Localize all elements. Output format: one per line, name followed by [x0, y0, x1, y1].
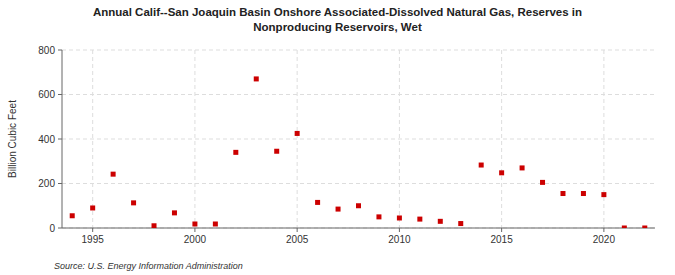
y-tick: [58, 183, 62, 184]
point: [438, 219, 443, 224]
x-tick: [92, 228, 93, 232]
y-tick-label: 200: [38, 178, 55, 189]
y-axis-label: Billion Cubic Feet: [7, 100, 18, 178]
point: [336, 207, 341, 212]
point: [397, 215, 402, 220]
y-tick: [58, 228, 62, 229]
point: [376, 214, 381, 219]
point: [601, 192, 606, 197]
point: [642, 226, 647, 229]
x-grid-line: [194, 50, 195, 228]
x-tick-label: 2000: [184, 234, 207, 245]
chart-container: Annual Calif--San Joaquin Basin Onshore …: [0, 0, 675, 275]
points: [70, 76, 648, 228]
y-grid-line: [62, 183, 655, 184]
point: [315, 200, 320, 205]
source-note: Source: U.S. Energy Information Administ…: [54, 261, 243, 271]
y-tick: [58, 50, 62, 51]
chart: Annual Calif--San Joaquin Basin Onshore …: [0, 0, 675, 275]
point: [172, 210, 177, 215]
x-tick-label: 2020: [593, 234, 616, 245]
title-line: Annual Calif--San Joaquin Basin Onshore …: [93, 6, 582, 18]
x-tick: [194, 228, 195, 232]
point: [233, 150, 238, 155]
point: [479, 163, 484, 168]
point: [90, 205, 95, 210]
x-grid-line: [501, 50, 502, 228]
point: [70, 213, 75, 218]
x-grid-line: [92, 50, 93, 228]
point: [111, 172, 116, 177]
point: [254, 76, 259, 81]
point: [417, 217, 422, 222]
x-tick-label: 2005: [286, 234, 309, 245]
x-tick: [297, 228, 298, 232]
y-tick-label: 800: [38, 45, 55, 56]
x-tick: [501, 228, 502, 232]
point: [295, 131, 300, 136]
point: [192, 221, 197, 226]
y-tick-label: 400: [38, 134, 55, 145]
point: [458, 221, 463, 226]
point: [131, 200, 136, 205]
y-grid-line: [62, 50, 655, 51]
title: Annual Calif--San Joaquin Basin Onshore …: [93, 6, 582, 33]
x-axis-line: [62, 228, 655, 229]
y-tick-label: 0: [49, 223, 55, 234]
x-grid-line: [603, 50, 604, 228]
point: [622, 226, 627, 229]
y-tick-label: 600: [38, 89, 55, 100]
point: [356, 203, 361, 208]
y-grid-line: [62, 94, 655, 95]
title-line: Nonproducing Reservoirs, Wet: [253, 21, 422, 33]
x-tick-label: 1995: [82, 234, 105, 245]
x-grid-line: [399, 50, 400, 228]
point: [581, 191, 586, 196]
point: [499, 170, 504, 175]
point: [274, 149, 279, 154]
x-tick: [603, 228, 604, 232]
x-grid-line: [297, 50, 298, 228]
point: [213, 221, 218, 226]
point: [520, 165, 525, 170]
point: [560, 191, 565, 196]
y-tick: [58, 94, 62, 95]
x-tick-label: 2010: [388, 234, 411, 245]
grid: [62, 50, 655, 228]
y-grid-line: [62, 228, 655, 229]
axes: 0 200 400 600 800 1995 2000 2005 2010 2015 2020: [38, 45, 655, 246]
x-tick: [399, 228, 400, 232]
y-grid-line: [62, 139, 655, 140]
x-tick-label: 2015: [491, 234, 514, 245]
point: [152, 223, 157, 228]
y-tick: [58, 139, 62, 140]
point: [540, 180, 545, 185]
